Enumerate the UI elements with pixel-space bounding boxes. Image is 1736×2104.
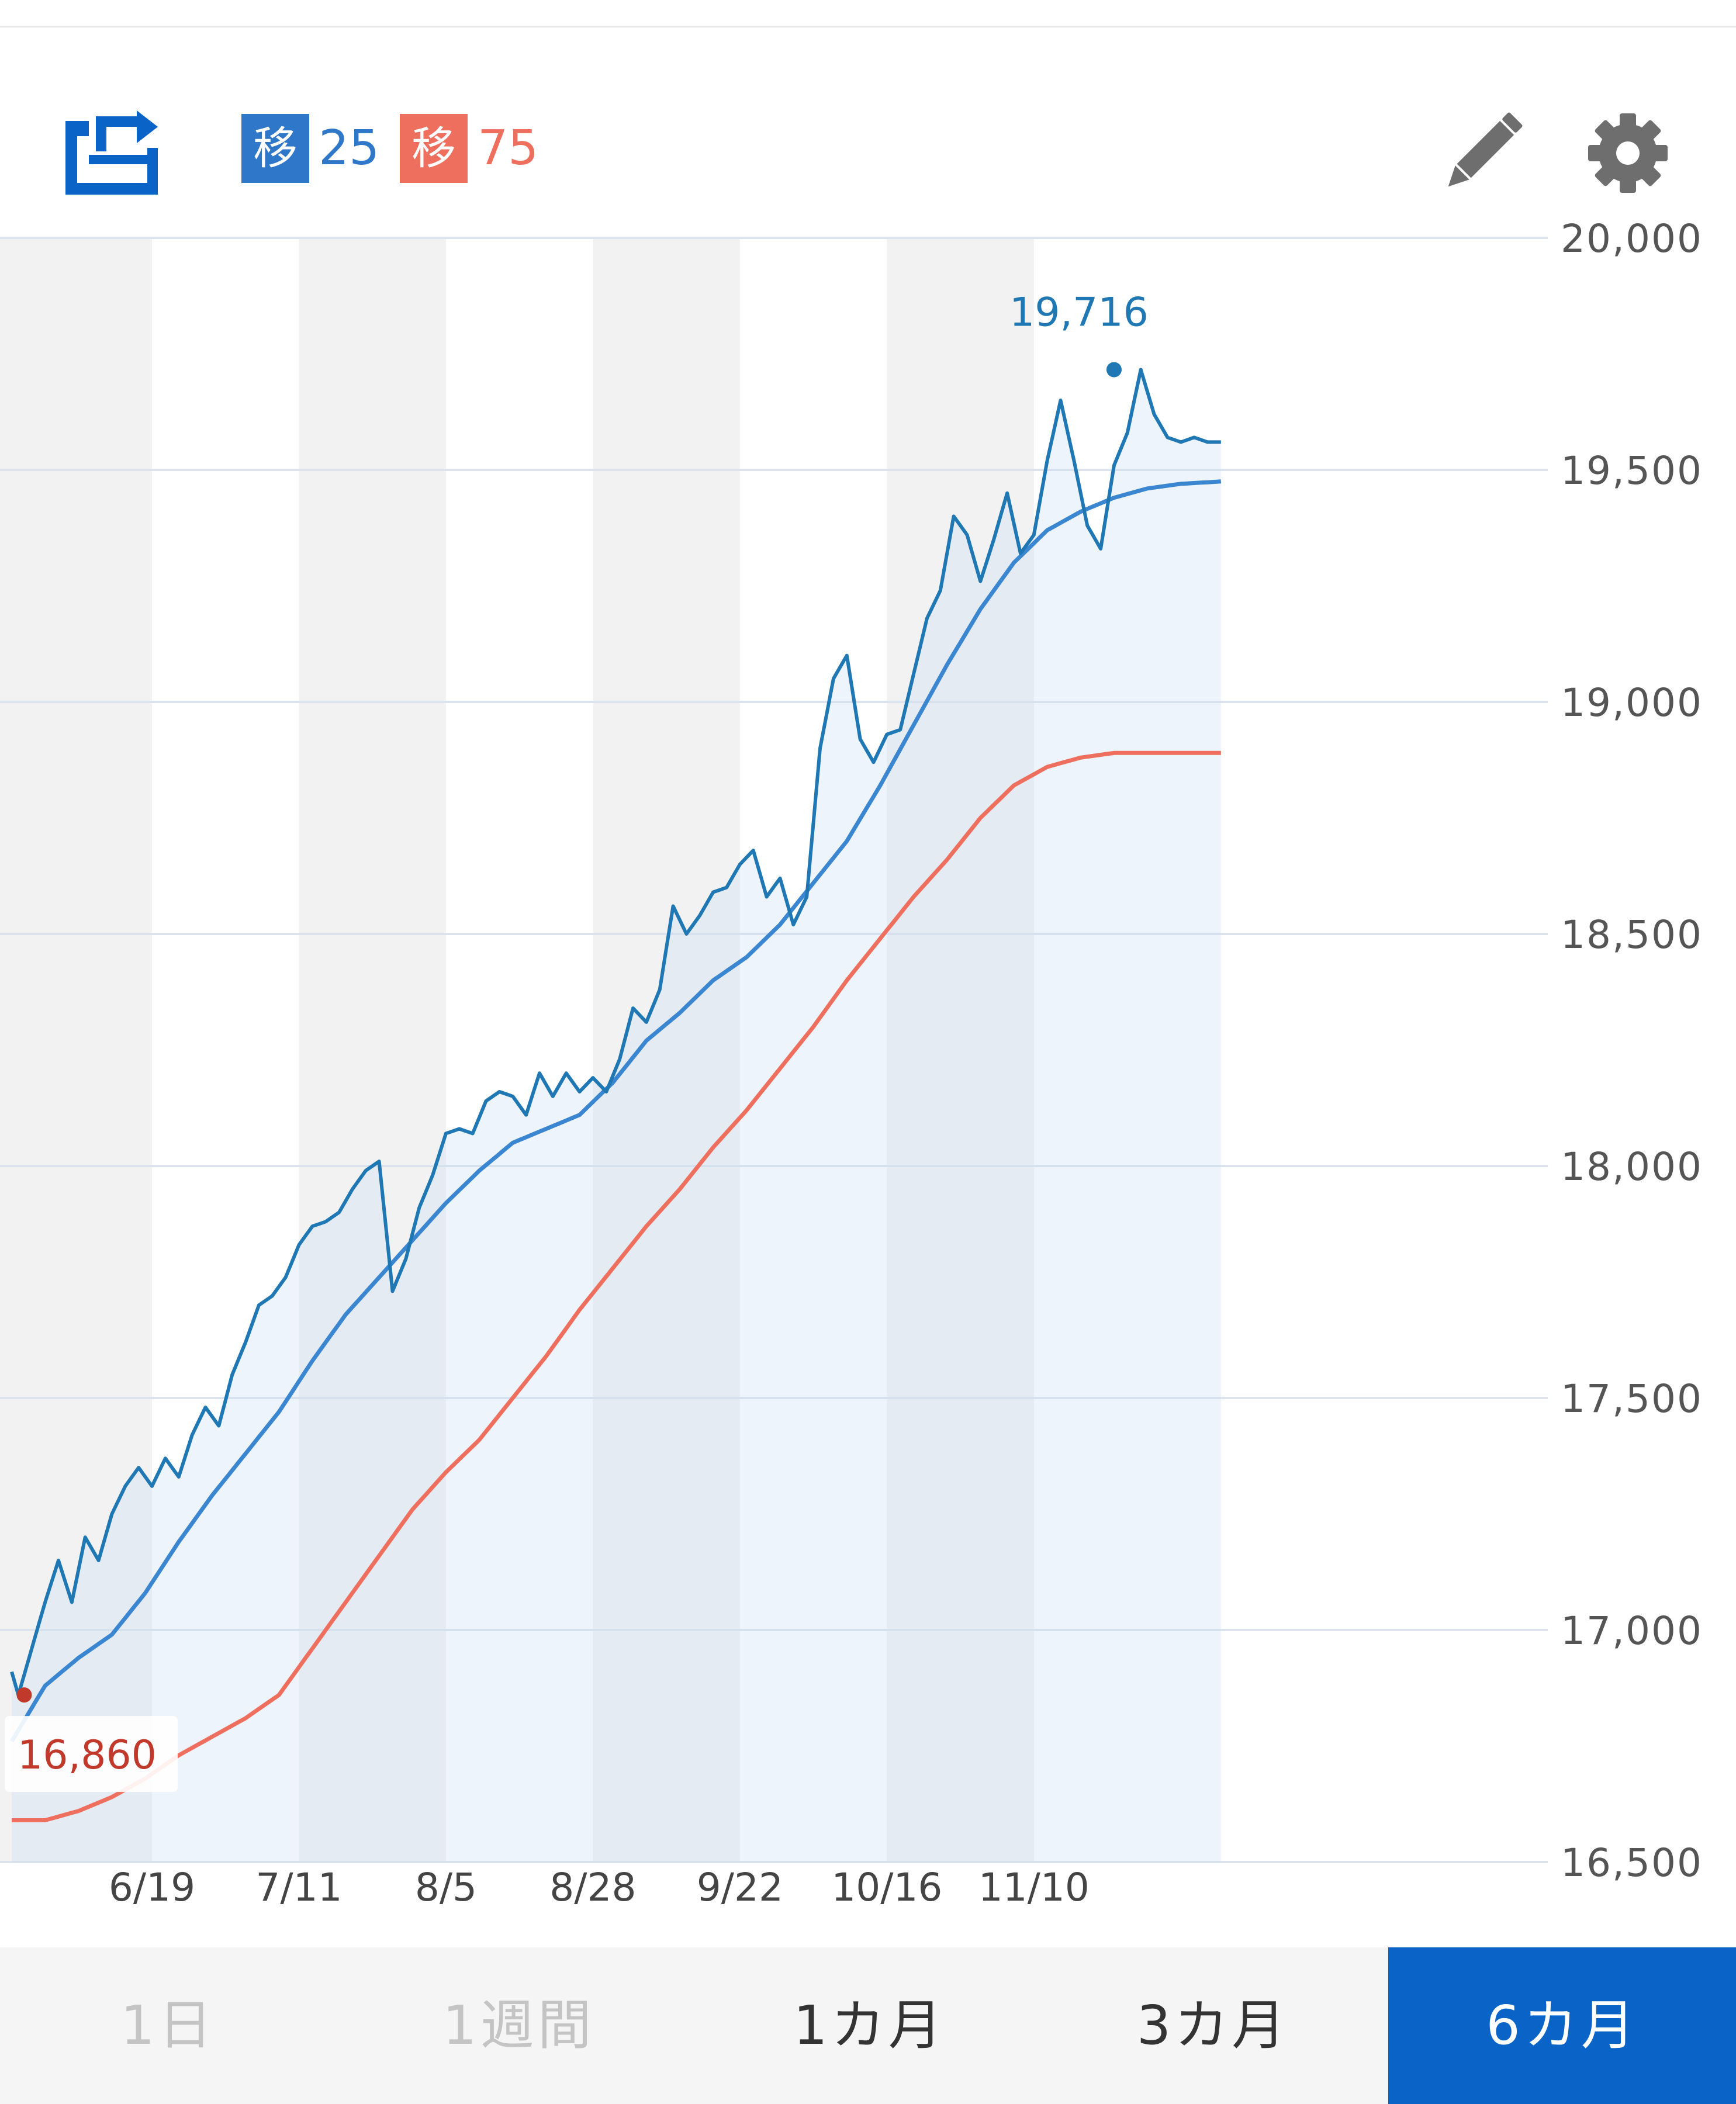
y-tick-label: 18,000 [1561,1144,1703,1189]
low-marker [16,1687,32,1703]
price-line [10,368,1221,1697]
ma75-badge: 移 [400,114,468,183]
y-tick-label: 17,000 [1561,1608,1703,1653]
x-tick-label: 9/22 [697,1865,783,1910]
price-area [12,369,1221,1862]
x-tick-label: 8/5 [415,1865,477,1910]
high-label: 19,716 [1009,289,1149,335]
plot-background [0,238,1548,1862]
x-tick-label: 10/16 [831,1865,942,1910]
export-icon[interactable] [58,108,164,196]
tab-1week[interactable]: 1週間 [442,1994,595,2057]
y-tick-label: 19,500 [1561,448,1703,493]
column-band [593,238,740,1862]
ma25-line [9,479,1222,1743]
y-tick-label: 20,000 [1561,216,1703,261]
y-tick-label: 16,500 [1561,1840,1703,1885]
pencil-icon[interactable] [1438,109,1526,197]
tab-1day[interactable]: 1日 [120,1994,216,2057]
column-band [0,238,153,1862]
price-chart[interactable]: 20,000 19,500 19,000 18,500 18,000 17,500 17,0… [0,0,1736,1947]
tab-1month[interactable]: 1カ月 [793,1994,946,2057]
axis-panel [1548,203,1736,1897]
x-tick-label: 6/19 [109,1865,195,1910]
y-tick-label: 17,500 [1561,1376,1703,1421]
period-tabs: 1日 1週間 1カ月 3カ月 6カ月 [0,1947,1736,2104]
tab-3month[interactable]: 3カ月 [1136,1994,1289,2057]
top-divider [0,0,1736,27]
tab-6month[interactable]: 6カ月 [1388,1947,1736,2104]
y-tick-label: 19,000 [1561,680,1703,725]
x-tick-label: 8/28 [549,1865,636,1910]
ma75-label: 75 [478,120,539,176]
ma75-line [12,750,1221,1822]
ma25-label: 25 [319,120,380,176]
low-label: 16,860 [18,1732,157,1778]
ma25-badge: 移 [241,114,309,183]
x-tick-label: 11/10 [978,1865,1090,1910]
chart-toolbar: 移 25 移 75 [0,27,1736,238]
column-band [299,238,446,1862]
high-marker [1106,362,1122,378]
low-label-box [5,1716,178,1792]
x-tick-label: 7/11 [255,1865,342,1910]
y-tick-label: 18,500 [1561,912,1703,957]
gear-icon[interactable] [1584,109,1672,197]
